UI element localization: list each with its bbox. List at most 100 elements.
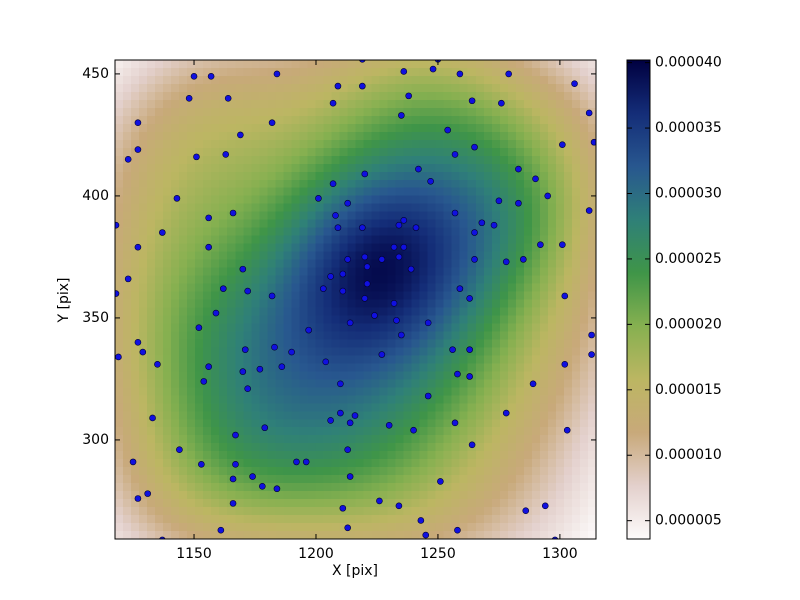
scatter-point — [395, 253, 403, 261]
heatmap-cell — [251, 395, 260, 404]
heatmap-cell — [259, 67, 268, 77]
heatmap-cell — [539, 483, 549, 492]
heatmap-cell — [451, 299, 461, 309]
heatmap-cell — [459, 147, 469, 157]
heatmap-cell — [379, 347, 389, 356]
heatmap-cell — [547, 139, 557, 149]
heatmap-cell — [451, 219, 461, 229]
heatmap-cell — [219, 323, 228, 333]
heatmap-cell — [523, 475, 533, 484]
heatmap-cell — [363, 75, 373, 85]
heatmap-cell — [475, 507, 485, 516]
heatmap-cell — [451, 315, 461, 325]
heatmap-cell — [331, 171, 341, 181]
heatmap-cell — [507, 507, 517, 516]
heatmap-cell — [259, 99, 268, 109]
heatmap-cell — [451, 123, 461, 133]
heatmap-cell — [115, 171, 124, 181]
heatmap-cell — [123, 331, 132, 341]
heatmap-cell — [491, 459, 501, 468]
heatmap-cell — [523, 179, 533, 189]
heatmap-cell — [555, 259, 565, 269]
heatmap-cell — [363, 187, 373, 197]
heatmap-cell — [579, 83, 589, 93]
heatmap-cell — [387, 483, 397, 492]
heatmap-cell — [211, 459, 220, 468]
heatmap-cell — [219, 531, 228, 539]
heatmap-cell — [347, 291, 357, 301]
heatmap-cell — [587, 259, 596, 269]
heatmap-cell — [139, 427, 148, 436]
scatter-point — [205, 243, 212, 251]
heatmap-cell — [291, 267, 300, 277]
heatmap-cell — [555, 171, 565, 181]
heatmap-cell — [499, 283, 509, 293]
heatmap-cell — [171, 515, 180, 524]
heatmap-cell — [371, 315, 381, 325]
heatmap-cell — [483, 419, 493, 428]
heatmap-cell — [347, 211, 357, 221]
heatmap-cell — [323, 60, 333, 69]
heatmap-cell — [155, 467, 164, 476]
heatmap-cell — [539, 387, 549, 396]
heatmap-cell — [555, 67, 565, 77]
heatmap-cell — [155, 99, 164, 109]
heatmap-cell — [307, 275, 317, 285]
heatmap-cell — [459, 219, 469, 229]
heatmap-cell — [163, 139, 172, 149]
heatmap-cell — [219, 523, 228, 532]
heatmap-cell — [491, 339, 501, 348]
heatmap-cell — [235, 379, 244, 388]
heatmap-cell — [355, 147, 365, 157]
heatmap-cell — [275, 299, 284, 309]
heatmap-cell — [203, 91, 212, 101]
heatmap-cell — [203, 267, 212, 277]
heatmap-cell — [571, 315, 581, 325]
heatmap-cell — [587, 307, 596, 317]
heatmap-cell — [347, 331, 357, 341]
heatmap-cell — [227, 307, 236, 317]
heatmap-cell — [227, 523, 236, 532]
heatmap-cell — [443, 523, 453, 532]
heatmap-cell — [555, 483, 565, 492]
heatmap-cell — [419, 363, 429, 372]
heatmap-cell — [227, 123, 236, 133]
heatmap-cell — [403, 379, 413, 388]
heatmap-cell — [347, 515, 357, 524]
heatmap-cell — [251, 467, 260, 476]
heatmap-cell — [243, 459, 252, 468]
heatmap-cell — [131, 299, 140, 309]
heatmap-cell — [347, 491, 357, 500]
heatmap-cell — [147, 235, 156, 245]
heatmap-cell — [379, 211, 389, 221]
heatmap-cell — [403, 291, 413, 301]
heatmap-cell — [419, 331, 429, 341]
heatmap-cell — [131, 499, 140, 508]
heatmap-cell — [571, 371, 581, 380]
heatmap-cell — [251, 307, 260, 317]
heatmap-cell — [491, 123, 501, 133]
heatmap-cell — [387, 507, 397, 516]
heatmap-cell — [323, 483, 333, 492]
heatmap-cell — [315, 339, 325, 348]
heatmap-cell — [347, 427, 357, 436]
heatmap-cell — [187, 387, 196, 396]
heatmap-cell — [195, 507, 204, 516]
heatmap-cell — [363, 323, 373, 333]
scatter-point — [390, 243, 398, 251]
heatmap-cell — [235, 139, 244, 149]
heatmap-cell — [427, 131, 437, 141]
heatmap-cell — [467, 355, 477, 364]
heatmap-cell — [331, 195, 341, 205]
heatmap-cell — [331, 139, 341, 149]
heatmap-cell — [515, 411, 525, 420]
heatmap-cell — [427, 307, 437, 317]
heatmap-cell — [483, 115, 493, 125]
heatmap-cell — [283, 91, 292, 101]
heatmap-cell — [163, 227, 172, 237]
heatmap-cell — [131, 115, 140, 125]
heatmap-cell — [555, 75, 565, 85]
heatmap-cell — [563, 227, 573, 237]
heatmap-cell — [515, 131, 525, 141]
heatmap-cell — [299, 283, 308, 293]
